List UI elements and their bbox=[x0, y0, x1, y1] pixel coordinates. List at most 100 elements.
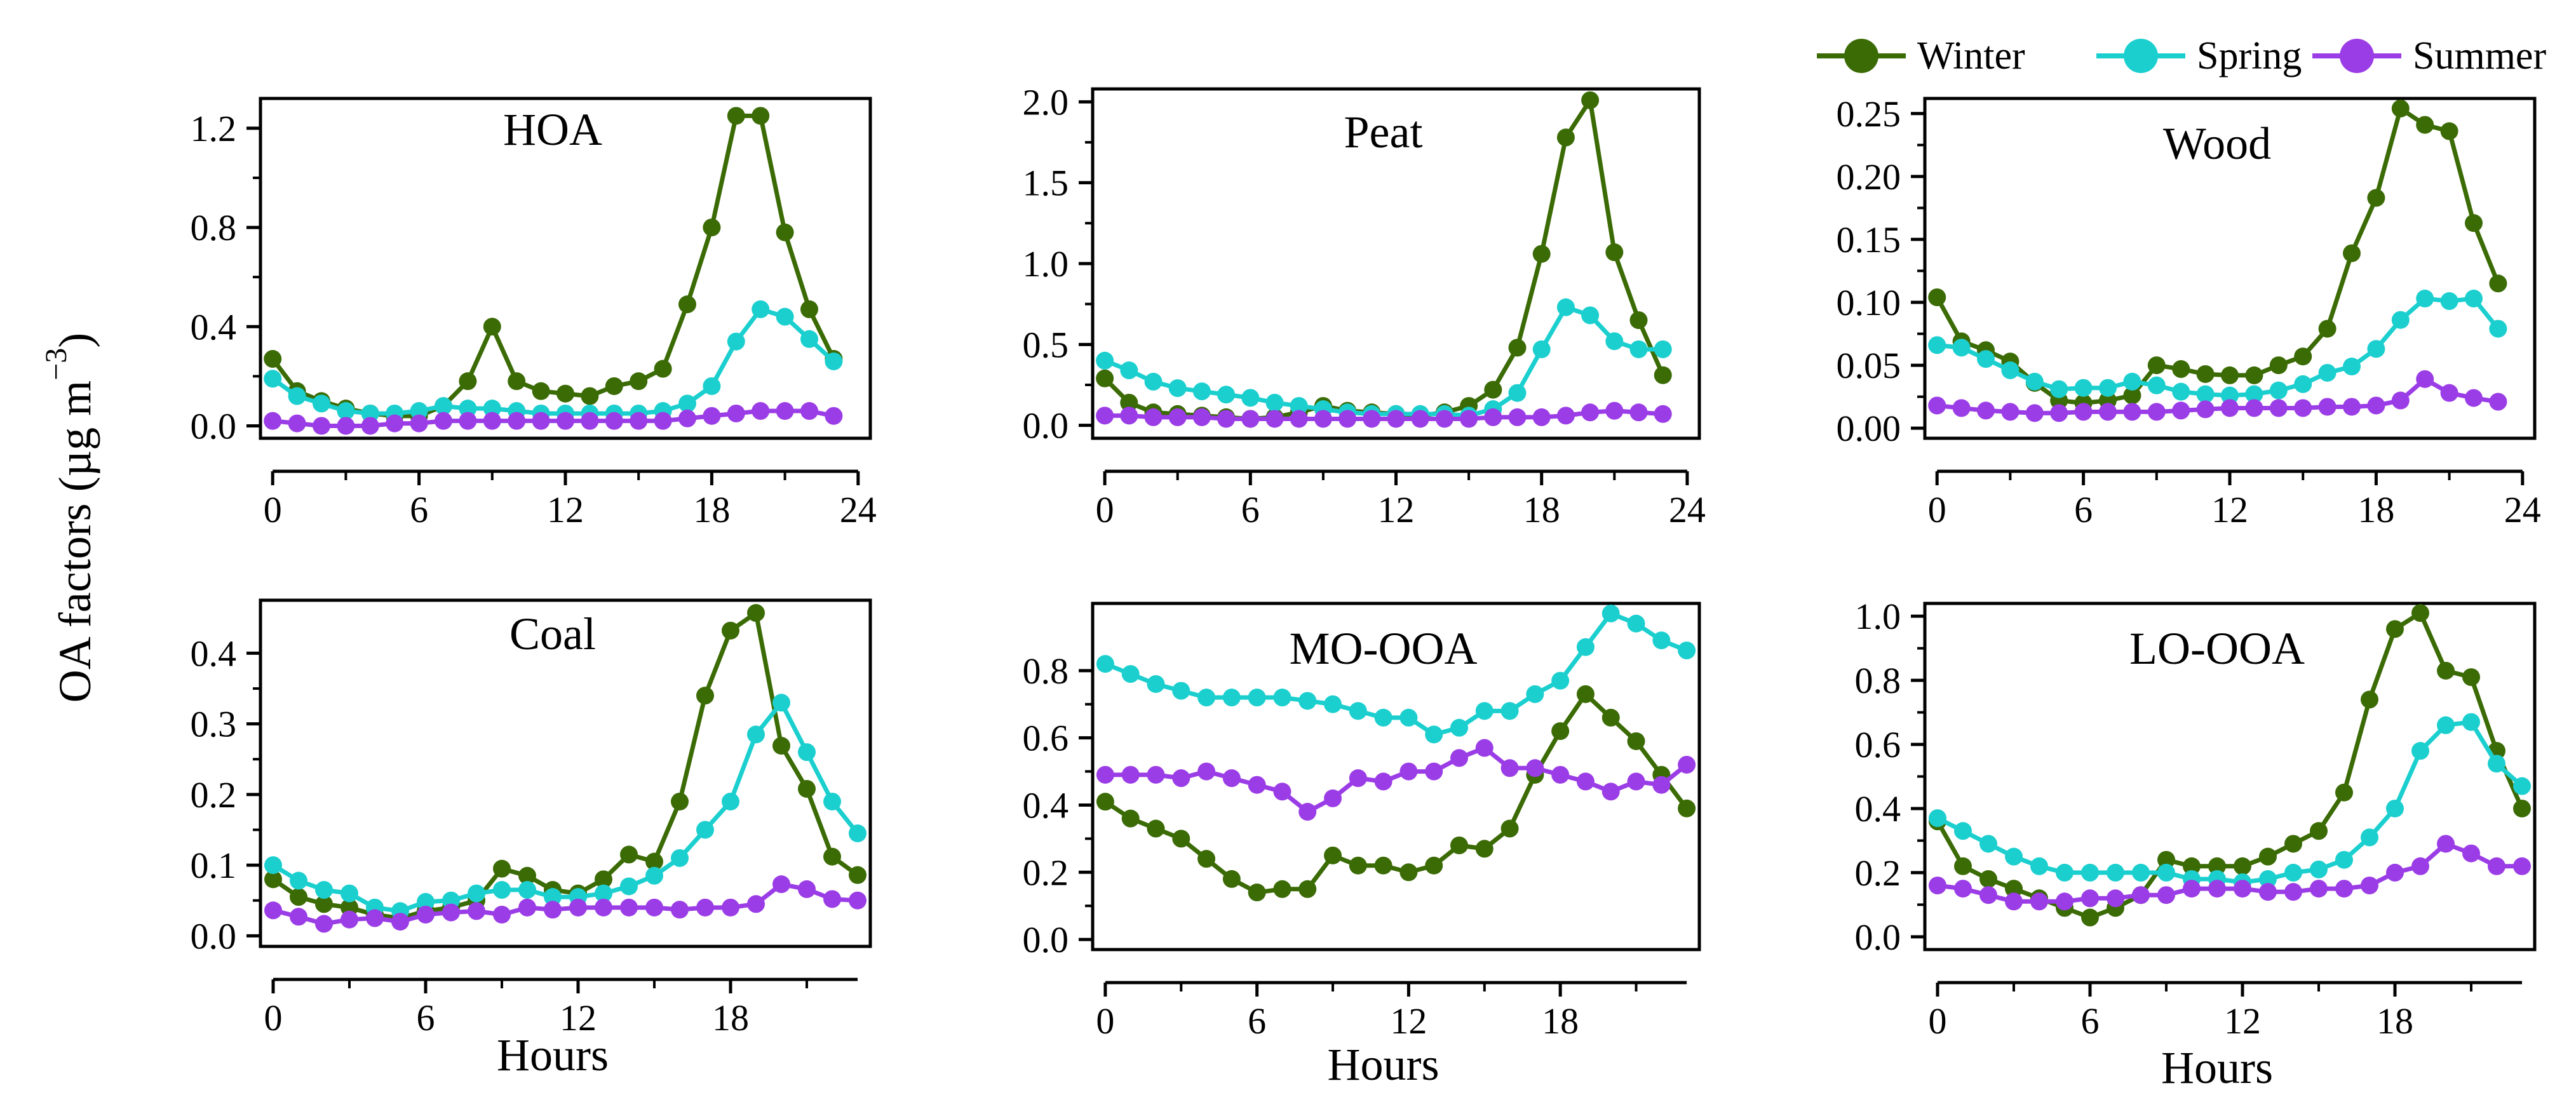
data-point-spring bbox=[1532, 340, 1551, 358]
data-point-summer bbox=[569, 898, 587, 917]
data-point-summer bbox=[2284, 883, 2302, 901]
x-tick-label-mo-ooa: 6 bbox=[1248, 1000, 1266, 1042]
data-point-winter bbox=[1096, 369, 1114, 387]
x-tick-label-wood: 18 bbox=[2357, 489, 2394, 530]
data-point-summer bbox=[1290, 410, 1308, 428]
y-tick-label-peat: 1.5 bbox=[1023, 163, 1069, 204]
x-tick-label-peat: 6 bbox=[1241, 489, 1260, 530]
data-point-winter bbox=[678, 295, 696, 314]
data-point-spring bbox=[2005, 847, 2023, 866]
data-point-winter bbox=[508, 372, 526, 391]
data-point-winter bbox=[752, 107, 770, 125]
x-axis-coal: 0 6 12 18 bbox=[264, 978, 858, 1038]
data-point-summer bbox=[2465, 389, 2483, 407]
data-point-spring bbox=[1629, 340, 1648, 358]
data-point-winter bbox=[1172, 830, 1190, 848]
data-point-winter bbox=[2294, 347, 2312, 366]
data-point-summer bbox=[2411, 857, 2429, 875]
data-point-spring bbox=[1349, 702, 1367, 720]
data-point-winter bbox=[800, 300, 818, 318]
data-point-spring bbox=[1197, 689, 1216, 707]
data-point-spring bbox=[825, 352, 843, 370]
data-point-spring bbox=[1172, 682, 1190, 700]
x-tick-label-lo-ooa: 6 bbox=[2081, 1000, 2100, 1042]
data-point-summer bbox=[435, 412, 452, 430]
data-point-winter bbox=[290, 888, 307, 906]
data-point-spring bbox=[2196, 385, 2215, 403]
series-spring-coal bbox=[264, 694, 867, 920]
series-line-spring bbox=[1103, 305, 1663, 418]
series-summer-lo-ooa bbox=[1929, 835, 2531, 911]
data-point-summer bbox=[678, 409, 696, 427]
data-point-summer bbox=[483, 412, 501, 430]
data-point-spring bbox=[1248, 689, 1266, 707]
y-axis-label-close: ) bbox=[50, 333, 100, 348]
data-point-spring bbox=[1928, 336, 1946, 354]
x-tick-label-hoa: 6 bbox=[410, 489, 428, 530]
x-tick-label-wood: 0 bbox=[1928, 489, 1946, 530]
x-tick-label-coal: 6 bbox=[417, 997, 435, 1038]
series-line-spring bbox=[271, 307, 835, 416]
data-point-spring bbox=[1425, 725, 1443, 744]
data-point-spring bbox=[493, 881, 511, 899]
data-point-winter bbox=[2335, 783, 2353, 802]
data-point-summer bbox=[595, 898, 612, 917]
data-point-winter bbox=[1450, 836, 1468, 854]
data-point-spring bbox=[1168, 379, 1187, 398]
x-tick-label-lo-ooa: 18 bbox=[2377, 1000, 2413, 1042]
data-point-summer bbox=[341, 910, 358, 929]
x-tick-label-wood: 12 bbox=[2211, 489, 2248, 530]
data-point-winter bbox=[2489, 274, 2507, 293]
y-tick-label-coal: 0.0 bbox=[191, 915, 237, 957]
data-point-summer bbox=[1172, 769, 1190, 788]
data-point-winter bbox=[2416, 116, 2434, 134]
data-point-spring bbox=[752, 300, 770, 318]
legend: Winter Spring Summer bbox=[1817, 34, 2546, 77]
data-point-summer bbox=[2123, 403, 2141, 421]
data-point-spring bbox=[2123, 372, 2141, 391]
data-point-winter bbox=[1654, 366, 1672, 384]
data-point-summer bbox=[493, 905, 511, 924]
data-point-spring bbox=[747, 725, 765, 744]
data-point-summer bbox=[1265, 410, 1284, 428]
data-point-summer bbox=[1551, 765, 1570, 784]
data-point-spring bbox=[1581, 306, 1600, 325]
data-point-summer bbox=[2025, 404, 2044, 422]
data-point-winter bbox=[483, 318, 501, 336]
data-point-summer bbox=[2489, 393, 2507, 411]
data-point-summer bbox=[1120, 407, 1138, 425]
data-point-winter bbox=[2391, 99, 2410, 118]
data-point-summer bbox=[1314, 410, 1332, 428]
y-axis-hoa: 0.0 0.4 0.8 1.2 bbox=[191, 108, 260, 447]
data-point-spring bbox=[1324, 695, 1342, 713]
data-point-spring bbox=[2437, 716, 2455, 734]
data-point-summer bbox=[1425, 762, 1443, 781]
series-line-summer bbox=[1105, 746, 1689, 814]
x-axis-peat: 0 6 12 18 24 bbox=[1096, 469, 1706, 530]
legend-label-winter: Winter bbox=[1917, 34, 2025, 77]
y-tick-label-lo-ooa: 0.4 bbox=[1855, 788, 1901, 830]
y-tick-label-coal: 0.1 bbox=[191, 845, 237, 886]
data-point-spring bbox=[2391, 311, 2410, 329]
data-point-summer bbox=[1556, 407, 1575, 425]
y-tick-label-lo-ooa: 0.2 bbox=[1855, 852, 1901, 894]
data-point-summer bbox=[1605, 401, 1624, 420]
data-point-spring bbox=[361, 404, 379, 422]
svg-text:OA factors (µg m−3): OA factors (µg m−3) bbox=[39, 333, 100, 702]
data-point-winter bbox=[2284, 835, 2302, 853]
data-point-winter bbox=[2269, 356, 2288, 375]
data-point-winter bbox=[2196, 365, 2215, 383]
data-point-winter bbox=[2234, 857, 2251, 875]
data-point-spring bbox=[2172, 382, 2190, 401]
data-point-winter bbox=[1602, 708, 1620, 727]
data-point-summer bbox=[1363, 410, 1381, 428]
y-tick-label-wood: 0.05 bbox=[1837, 345, 1901, 386]
data-point-summer bbox=[410, 414, 428, 433]
data-point-winter bbox=[2411, 604, 2429, 622]
data-point-summer bbox=[2310, 880, 2328, 898]
data-point-summer bbox=[1339, 410, 1357, 428]
data-point-winter bbox=[459, 372, 477, 391]
data-point-spring bbox=[620, 877, 638, 896]
data-point-summer bbox=[696, 898, 714, 917]
data-point-winter bbox=[1928, 288, 1946, 307]
